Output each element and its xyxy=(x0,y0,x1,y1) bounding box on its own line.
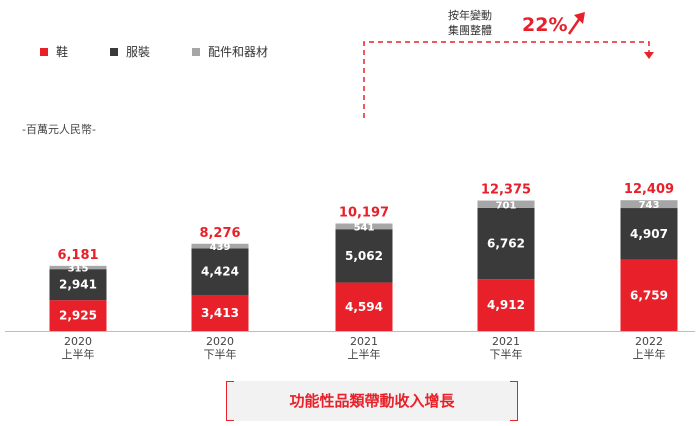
data-label-accessories-4: 743 xyxy=(639,200,660,211)
legend: 鞋 服裝 配件和器材 xyxy=(40,43,310,60)
x-tick-half-4: 上半年 xyxy=(633,347,666,361)
x-tick-year-4: 2022 xyxy=(635,335,663,348)
bar-segment-accessories-4 xyxy=(620,200,678,209)
data-label-accessories-3: 701 xyxy=(496,200,517,211)
data-label-apparel-4: 4,907 xyxy=(630,227,668,241)
total-label-3: 12,375 xyxy=(481,183,531,198)
yoy-dashed-connector xyxy=(363,41,650,118)
unit-label: -百萬元人民幣- xyxy=(22,123,96,136)
bar-segment-footwear-1 xyxy=(191,295,249,331)
x-tick-half-0: 上半年 xyxy=(62,347,95,361)
yoy-annotation-line2: 集團整體 xyxy=(448,24,492,37)
summary-banner: 功能性品類帶動收入增長 xyxy=(226,381,518,421)
data-label-footwear-0: 2,925 xyxy=(59,309,97,323)
yoy-annotation-line1: 按年變動 xyxy=(448,9,492,22)
legend-item-apparel: 服裝 xyxy=(110,43,150,60)
total-label-2: 10,197 xyxy=(339,206,389,221)
bar-segment-apparel-3 xyxy=(477,207,535,280)
total-label-0: 6,181 xyxy=(57,248,98,263)
legend-swatch-footwear xyxy=(40,47,48,56)
data-label-apparel-0: 2,941 xyxy=(59,278,97,292)
bar-segment-accessories-1 xyxy=(191,243,249,249)
data-label-accessories-2: 541 xyxy=(354,222,375,233)
x-tick-half-3: 下半年 xyxy=(490,347,523,361)
data-label-footwear-1: 3,413 xyxy=(201,306,239,320)
data-label-accessories-0: 315 xyxy=(68,264,89,275)
x-tick-half-2: 上半年 xyxy=(348,347,381,361)
bar-segment-footwear-4 xyxy=(620,259,678,331)
bar-segment-apparel-0 xyxy=(49,269,107,301)
banner-background xyxy=(226,381,518,421)
legend-label-footwear: 鞋 xyxy=(56,45,69,59)
legend-item-accessories: 配件和器材 xyxy=(192,43,268,60)
legend-swatch-apparel xyxy=(110,47,119,56)
data-label-footwear-3: 4,912 xyxy=(487,298,525,312)
yoy-annotation: 按年變動 集團整體 xyxy=(448,8,492,38)
data-label-apparel-3: 6,762 xyxy=(487,237,525,251)
legend-label-apparel: 服裝 xyxy=(126,45,151,59)
bar-segment-accessories-3 xyxy=(477,200,535,208)
banner-bracket-left xyxy=(226,381,234,421)
bar-segment-apparel-1 xyxy=(191,248,249,296)
data-label-footwear-4: 6,759 xyxy=(630,288,668,302)
growth-arrow-shaft xyxy=(567,17,582,35)
bar-segment-footwear-2 xyxy=(335,282,393,331)
x-tick-year-1: 2020 xyxy=(206,335,234,348)
banner-text: 功能性品類帶動收入增長 xyxy=(289,392,455,410)
bar-segment-apparel-4 xyxy=(620,208,678,260)
total-label-4: 12,409 xyxy=(624,182,674,197)
x-tick-year-2: 2021 xyxy=(350,335,378,348)
yoy-arrowhead-icon xyxy=(644,52,654,59)
bar-segment-accessories-2 xyxy=(335,223,393,230)
x-tick-year-3: 2021 xyxy=(492,335,520,348)
bar-segment-accessories-0 xyxy=(49,265,107,270)
bar-segment-footwear-0 xyxy=(49,300,107,331)
legend-item-footwear: 鞋 xyxy=(40,43,68,60)
growth-arrow-icon xyxy=(574,12,585,24)
legend-label-accessories: 配件和器材 xyxy=(208,45,269,59)
bar-segment-footwear-3 xyxy=(477,279,535,331)
data-label-apparel-1: 4,424 xyxy=(201,265,239,279)
total-label-1: 8,276 xyxy=(199,226,240,241)
data-label-apparel-2: 5,062 xyxy=(345,249,383,263)
growth-value: 22% xyxy=(522,14,568,36)
bar-segment-apparel-2 xyxy=(335,229,393,283)
x-tick-year-0: 2020 xyxy=(64,335,92,348)
data-label-accessories-1: 439 xyxy=(210,242,231,253)
banner-bracket-right xyxy=(510,381,518,421)
data-label-footwear-2: 4,594 xyxy=(345,300,383,314)
x-tick-half-1: 下半年 xyxy=(204,347,237,361)
legend-swatch-accessories xyxy=(192,47,201,56)
